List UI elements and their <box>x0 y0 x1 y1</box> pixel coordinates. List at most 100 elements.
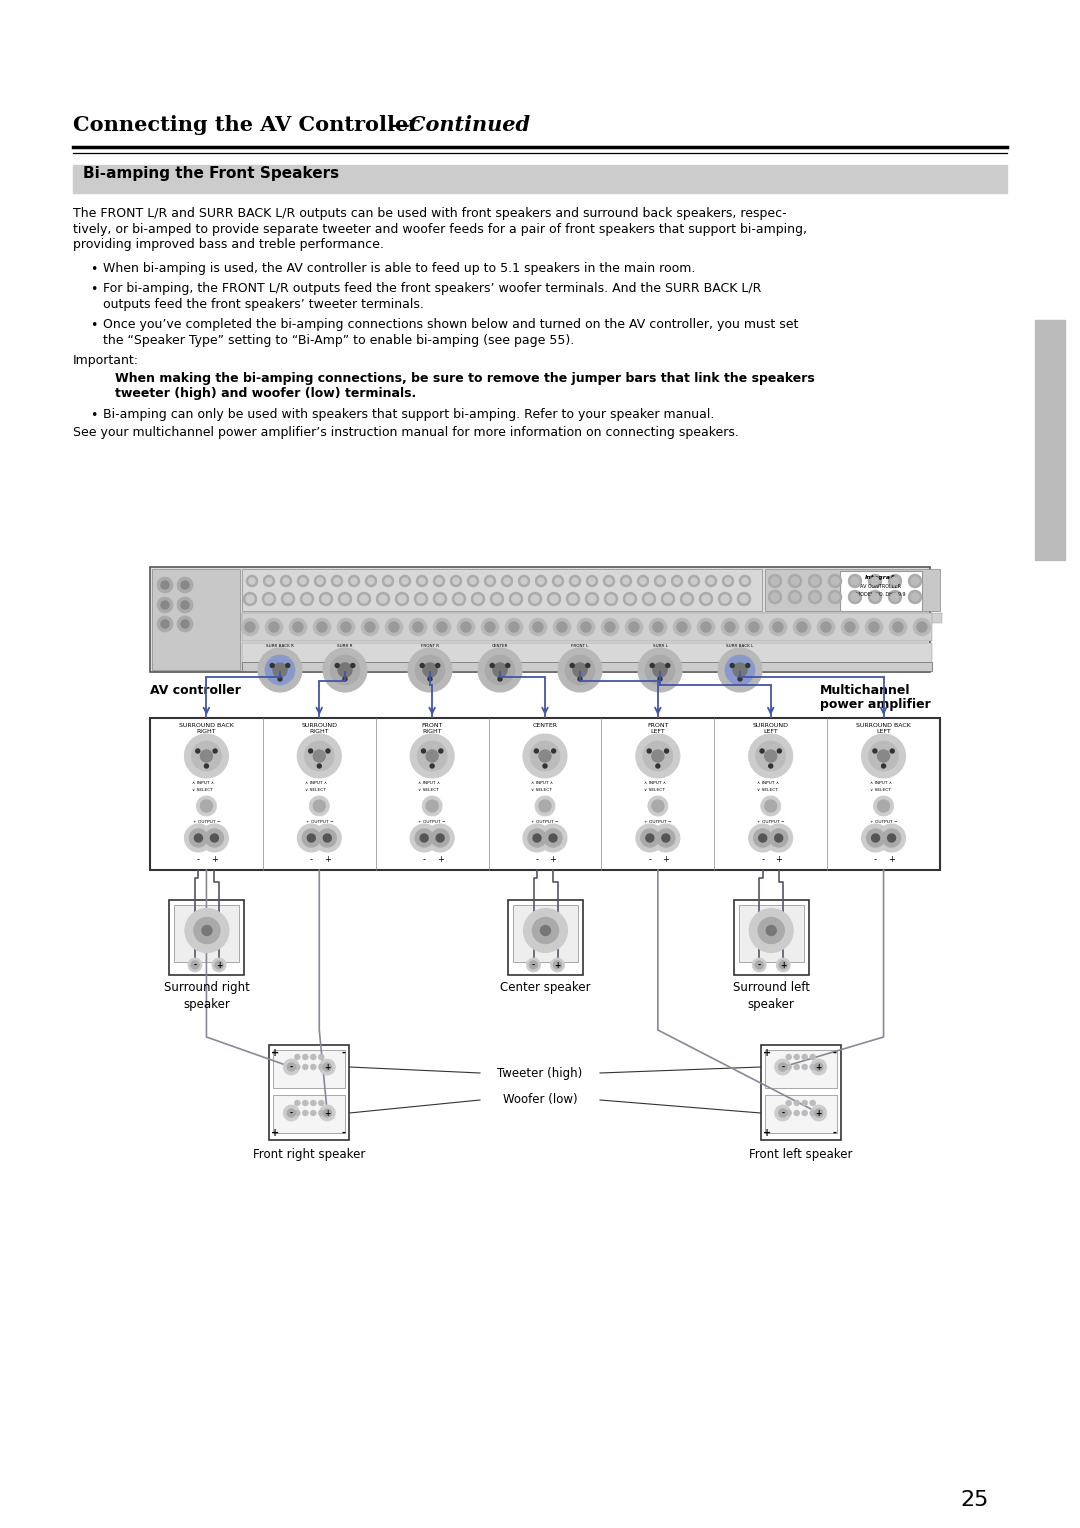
Circle shape <box>437 622 447 633</box>
Bar <box>170 900 244 975</box>
Circle shape <box>323 1063 332 1071</box>
Text: +: + <box>324 1108 330 1117</box>
Circle shape <box>297 575 309 587</box>
Circle shape <box>423 663 437 677</box>
Circle shape <box>478 648 522 692</box>
Text: +: + <box>324 1062 330 1071</box>
Circle shape <box>760 749 764 753</box>
Circle shape <box>828 575 842 588</box>
Circle shape <box>891 593 899 601</box>
Text: -: - <box>536 856 539 863</box>
Circle shape <box>302 830 321 847</box>
Circle shape <box>649 617 667 636</box>
Text: •: • <box>90 283 97 296</box>
Circle shape <box>607 594 615 604</box>
Circle shape <box>862 733 905 778</box>
Circle shape <box>297 733 341 778</box>
Circle shape <box>471 591 485 607</box>
Circle shape <box>326 749 330 753</box>
Circle shape <box>770 830 787 847</box>
Circle shape <box>603 575 615 587</box>
Circle shape <box>874 796 893 816</box>
Circle shape <box>189 830 207 847</box>
Circle shape <box>280 575 292 587</box>
Text: Surround right
speaker: Surround right speaker <box>164 981 249 1012</box>
Circle shape <box>794 1063 799 1070</box>
Circle shape <box>718 591 732 607</box>
Circle shape <box>310 1109 316 1115</box>
Circle shape <box>742 578 748 584</box>
Text: -: - <box>833 1048 837 1057</box>
Circle shape <box>399 575 411 587</box>
Circle shape <box>779 1109 786 1117</box>
Circle shape <box>427 801 438 811</box>
Circle shape <box>338 591 352 607</box>
Text: tively, or bi-amped to provide separate tweeter and woofer feeds for a pair of f: tively, or bi-amped to provide separate … <box>73 223 807 235</box>
Text: Surround left
speaker: Surround left speaker <box>732 981 810 1012</box>
Text: ∨ SELECT: ∨ SELECT <box>757 788 778 792</box>
Circle shape <box>878 801 890 811</box>
Circle shape <box>430 764 434 769</box>
Circle shape <box>343 677 347 681</box>
Circle shape <box>433 617 451 636</box>
Circle shape <box>431 830 449 847</box>
Circle shape <box>674 578 680 584</box>
Circle shape <box>629 622 639 633</box>
Circle shape <box>320 1105 335 1122</box>
Bar <box>269 1045 349 1140</box>
Circle shape <box>294 1109 300 1115</box>
Circle shape <box>341 622 351 633</box>
Circle shape <box>265 594 273 604</box>
Text: +: + <box>662 856 670 863</box>
Text: ∧ INPUT ∧: ∧ INPUT ∧ <box>644 781 666 785</box>
Text: The FRONT L/R and SURR BACK L/R outputs can be used with front speakers and surr: The FRONT L/R and SURR BACK L/R outputs … <box>73 206 786 220</box>
Circle shape <box>415 830 433 847</box>
Text: -: - <box>341 1048 346 1057</box>
Circle shape <box>662 834 670 842</box>
Circle shape <box>811 593 819 601</box>
Text: SURR BACK R: SURR BACK R <box>266 643 294 648</box>
Text: -: - <box>761 856 765 863</box>
Text: +: + <box>762 1128 771 1138</box>
Bar <box>242 568 762 611</box>
Text: ∧ INPUT ∧: ∧ INPUT ∧ <box>757 781 779 785</box>
Text: -: - <box>341 1128 346 1138</box>
Circle shape <box>540 926 551 935</box>
Text: CENTER: CENTER <box>491 643 509 648</box>
Circle shape <box>791 593 799 601</box>
Circle shape <box>774 1105 791 1122</box>
Circle shape <box>157 578 173 593</box>
Circle shape <box>771 593 779 601</box>
Circle shape <box>417 741 447 772</box>
Text: -: - <box>781 1108 784 1117</box>
Text: the “Speaker Type” setting to “Bi-Amp” to enable bi-amping (see page 55).: the “Speaker Type” setting to “Bi-Amp” t… <box>103 333 575 347</box>
Circle shape <box>310 1054 316 1060</box>
Circle shape <box>760 796 781 816</box>
Circle shape <box>453 591 465 607</box>
Circle shape <box>652 750 664 762</box>
Text: FRONT R: FRONT R <box>421 643 440 648</box>
Circle shape <box>650 663 654 668</box>
Circle shape <box>457 617 475 636</box>
Circle shape <box>487 578 492 584</box>
Circle shape <box>657 830 675 847</box>
Circle shape <box>588 594 596 604</box>
Circle shape <box>645 656 675 685</box>
Circle shape <box>889 617 907 636</box>
Circle shape <box>730 663 734 668</box>
Text: +: + <box>436 856 444 863</box>
Circle shape <box>878 750 890 762</box>
Circle shape <box>572 578 578 584</box>
Circle shape <box>664 749 669 753</box>
Circle shape <box>273 663 287 677</box>
Text: -: - <box>193 961 197 969</box>
Circle shape <box>865 617 883 636</box>
Text: ∧ INPUT ∧: ∧ INPUT ∧ <box>531 781 553 785</box>
Circle shape <box>300 591 314 607</box>
Circle shape <box>523 824 551 853</box>
Circle shape <box>765 750 777 762</box>
Circle shape <box>453 578 459 584</box>
Text: ∧ INPUT ∧: ∧ INPUT ∧ <box>192 781 215 785</box>
Bar <box>739 905 804 963</box>
Circle shape <box>771 578 779 585</box>
